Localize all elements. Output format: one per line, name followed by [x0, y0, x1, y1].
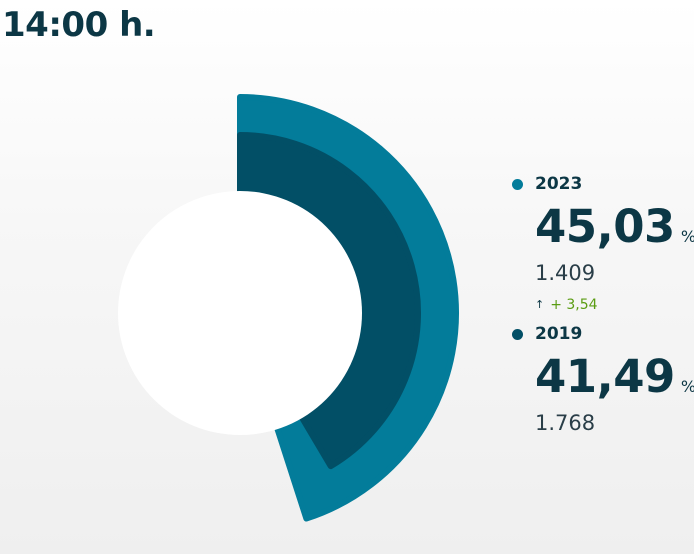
delta-value: + 3,54	[550, 297, 598, 313]
legend-item-2023: 2023 45,03 % 1.409 ↑ + 3,54	[512, 170, 694, 318]
legend-year-2023: 2023	[535, 174, 583, 194]
legend-count-2023: 1.409	[535, 261, 596, 285]
legend-delta: ↑ + 3,54	[535, 292, 692, 318]
legend-percent-unit-2023: %	[681, 227, 694, 246]
arrow-up-icon: ↑	[535, 298, 545, 311]
time-title: 14:00 h.	[2, 5, 156, 45]
legend-percent-2023: 45,03	[535, 200, 675, 253]
chart-legend: 2023 45,03 % 1.409 ↑ + 3,54 2019 41,49 %…	[512, 170, 694, 440]
legend-year-2019: 2019	[535, 324, 583, 344]
legend-percent-unit-2019: %	[681, 377, 694, 396]
legend-count-2019: 1.768	[535, 411, 596, 435]
legend-percent-2019: 41,49	[535, 350, 675, 403]
chart-center-hole	[118, 191, 362, 435]
legend-item-2019: 2019 41,49 % 1.768	[512, 320, 694, 440]
legend-dot-2019	[512, 328, 523, 340]
legend-dot-2023	[512, 178, 523, 190]
